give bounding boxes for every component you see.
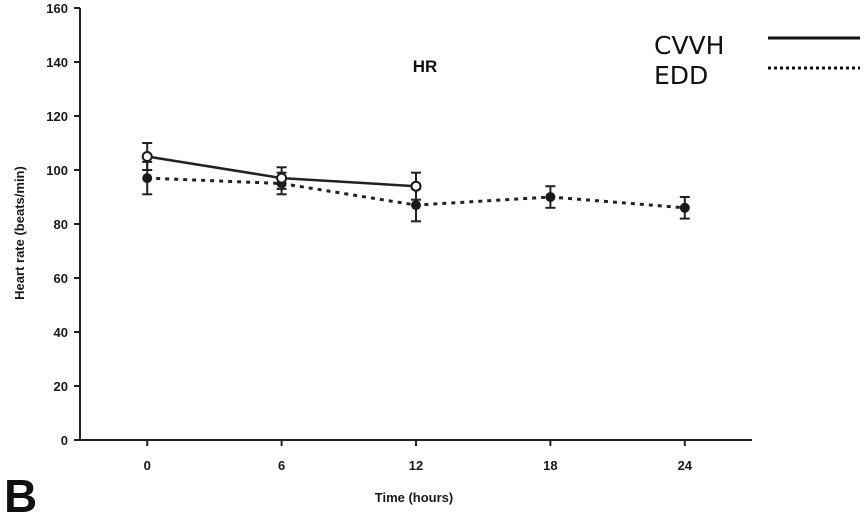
x-tick-label: 6 — [278, 458, 285, 473]
x-axis-title: Time (hours) — [375, 490, 454, 505]
series-layer — [141, 142, 690, 223]
legend-label-edd: EDD — [654, 61, 708, 90]
y-tick-label: 20 — [54, 379, 68, 394]
y-tick-label: 80 — [54, 217, 68, 232]
data-point-edd — [142, 173, 153, 184]
y-tick-label: 140 — [46, 55, 68, 70]
y-ticks: 0 20 40 60 80 100 120 140 160 — [46, 1, 80, 448]
y-tick-label: 100 — [46, 163, 68, 178]
y-tick-label: 0 — [61, 433, 68, 448]
data-point-edd — [411, 200, 421, 211]
data-point-cvvh — [410, 180, 422, 192]
data-point-edd — [545, 192, 556, 202]
data-point-edd — [679, 202, 690, 213]
data-point-cvvh — [276, 172, 288, 184]
x-tick-label: 18 — [543, 458, 557, 473]
panel-label: B — [4, 470, 37, 515]
x-ticks: 0 6 12 18 24 — [144, 440, 693, 473]
y-tick-label: 160 — [46, 1, 68, 16]
y-tick-label: 40 — [54, 325, 68, 340]
chart-title: HR — [413, 57, 438, 76]
x-tick-label: 0 — [144, 458, 151, 473]
legend: CVVH EDD — [654, 31, 860, 90]
data-point-cvvh — [141, 151, 153, 162]
x-tick-label: 24 — [678, 458, 693, 473]
x-tick-label: 12 — [409, 458, 423, 473]
legend-label-cvvh: CVVH — [654, 31, 724, 60]
y-tick-label: 120 — [46, 109, 68, 124]
y-axis-title: Heart rate (beats/min) — [12, 166, 27, 300]
y-tick-label: 60 — [54, 271, 68, 286]
